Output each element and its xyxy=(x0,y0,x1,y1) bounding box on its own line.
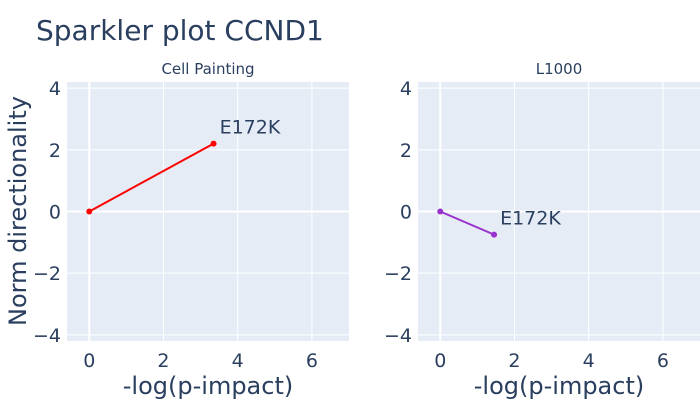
data-point xyxy=(86,208,93,215)
y-axis-label: Norm directionality xyxy=(4,96,32,326)
x-tick-label: 6 xyxy=(306,350,318,372)
x-tick-label: 2 xyxy=(508,350,520,372)
x-tick-label: 0 xyxy=(83,350,95,372)
subplot-2: 0 2 4 6 −4 −2 0 2 4 L1000 -log(p-impact) E172K xyxy=(384,60,700,400)
subplot-panels: 0 2 4 6 −4 −2 0 2 4 Cell Painting -log(p-impact) E1… xyxy=(33,60,700,400)
x-axis-label: -log(p-impact) xyxy=(474,372,644,400)
y-tick-label: 2 xyxy=(400,140,412,162)
data-point xyxy=(437,208,444,215)
data-point xyxy=(210,140,217,147)
point-annotation: E172K xyxy=(500,208,561,230)
y-tick-label: −4 xyxy=(33,325,61,347)
subplot-1: 0 2 4 6 −4 −2 0 2 4 Cell Painting -log(p-impact) E1… xyxy=(33,60,349,400)
point-annotation: E172K xyxy=(220,117,281,139)
x-tick-label: 4 xyxy=(583,350,595,372)
y-tick-label: −2 xyxy=(384,263,412,285)
series-line xyxy=(88,142,215,213)
x-axis-label: -log(p-impact) xyxy=(123,372,293,400)
x-tick-label: 4 xyxy=(232,350,244,372)
x-tick-label: 2 xyxy=(157,350,169,372)
chart-title: Sparkler plot CCND1 xyxy=(36,14,324,47)
y-tick-label: 2 xyxy=(49,140,61,162)
series-line xyxy=(439,210,495,236)
y-tick-label: 0 xyxy=(49,202,61,224)
y-tick-label: −2 xyxy=(33,263,61,285)
x-tick-label: 0 xyxy=(434,350,446,372)
y-tick-label: 4 xyxy=(400,78,412,100)
subplot-title: L1000 xyxy=(536,60,583,78)
subplot-title: Cell Painting xyxy=(161,60,254,78)
y-tick-label: −4 xyxy=(384,325,412,347)
data-point xyxy=(491,231,498,238)
y-tick-label: 4 xyxy=(49,78,61,100)
y-tick-label: 0 xyxy=(400,202,412,224)
x-tick-label: 6 xyxy=(657,350,669,372)
